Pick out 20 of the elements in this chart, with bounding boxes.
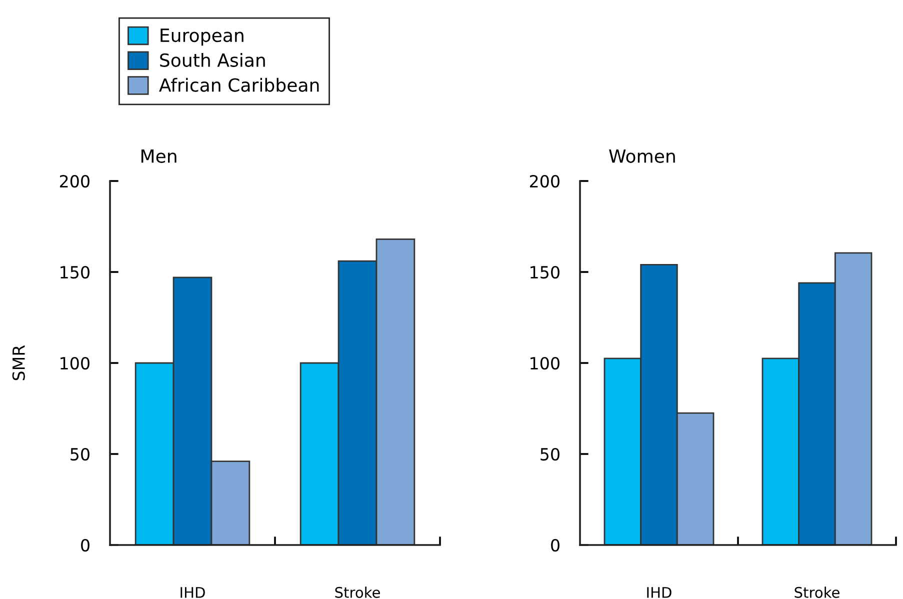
chart-title: Men [141, 150, 176, 163]
y-axis-title: SMR [12, 345, 25, 380]
legend-label: European [160, 28, 244, 46]
legend-label: African Caribbean [159, 78, 319, 92]
y-tick-label: 150 [60, 266, 90, 279]
y-tick-label: 100 [530, 356, 560, 370]
y-tick-label: 0 [81, 538, 90, 552]
chart-title: Women [609, 150, 675, 163]
y-tick-label: 150 [530, 266, 560, 279]
x-tick-label: IHD [647, 587, 672, 598]
y-tick-label: 200 [60, 174, 90, 188]
y-tick-label: 0 [551, 538, 560, 552]
y-tick-label: 50 [70, 448, 90, 461]
y-tick-label: 50 [540, 448, 560, 461]
y-tick-label: 100 [60, 356, 90, 370]
legend-label: South Asian [160, 53, 265, 67]
x-tick-label: IHD [180, 587, 205, 598]
y-tick-label: 200 [530, 174, 560, 188]
x-tick-label: Stroke [794, 586, 840, 598]
x-tick-label: Stroke [335, 586, 380, 598]
